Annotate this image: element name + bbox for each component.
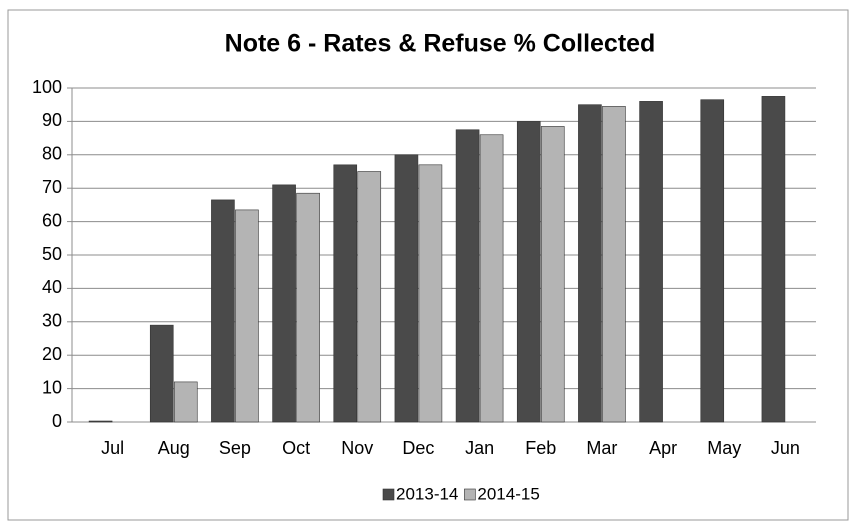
x-tick-label: Nov bbox=[341, 438, 373, 458]
bar bbox=[639, 101, 663, 423]
bar bbox=[235, 209, 259, 423]
bar bbox=[455, 129, 480, 423]
x-tick-label: Feb bbox=[525, 438, 556, 458]
legend-label: 2013-14 bbox=[396, 484, 458, 503]
y-tick-label: 90 bbox=[42, 110, 62, 130]
bar bbox=[516, 121, 541, 423]
x-tick-label: Oct bbox=[282, 438, 310, 458]
y-tick-label: 30 bbox=[42, 311, 62, 331]
bar bbox=[173, 381, 198, 423]
bar bbox=[296, 192, 320, 423]
bar bbox=[418, 164, 443, 423]
legend-label: 2014-15 bbox=[477, 484, 539, 503]
bar bbox=[540, 126, 565, 423]
y-tick-label: 100 bbox=[32, 77, 62, 97]
bar bbox=[149, 324, 174, 423]
x-tick-label: Jun bbox=[771, 438, 800, 458]
x-tick-label: Jan bbox=[465, 438, 494, 458]
chart-title: Note 6 - Rates & Refuse % Collected bbox=[225, 30, 656, 58]
bar bbox=[479, 134, 504, 423]
x-tick-label: Mar bbox=[586, 438, 617, 458]
y-tick-label: 10 bbox=[42, 377, 62, 397]
bar bbox=[602, 106, 626, 423]
x-tick-label: Aug bbox=[158, 438, 190, 458]
bar bbox=[357, 171, 382, 423]
y-tick-label: 80 bbox=[42, 144, 62, 164]
bar bbox=[394, 154, 419, 423]
x-tick-label: Sep bbox=[219, 438, 251, 458]
legend-swatch bbox=[464, 488, 476, 501]
bar bbox=[333, 164, 358, 423]
bar bbox=[578, 104, 602, 423]
y-tick-label: 60 bbox=[42, 210, 62, 230]
y-tick-label: 50 bbox=[42, 244, 62, 264]
bar bbox=[272, 184, 296, 423]
y-tick-label: 0 bbox=[52, 411, 62, 431]
x-tick-label: Dec bbox=[402, 438, 434, 458]
bar bbox=[761, 96, 786, 423]
y-tick-label: 70 bbox=[42, 177, 62, 197]
bar bbox=[88, 420, 113, 423]
y-tick-label: 40 bbox=[42, 277, 62, 297]
bar bbox=[700, 99, 725, 423]
x-tick-label: May bbox=[707, 438, 741, 458]
y-tick-label: 20 bbox=[42, 344, 62, 364]
legend-swatch bbox=[382, 488, 395, 501]
x-tick-label: Apr bbox=[649, 438, 677, 458]
x-tick-label: Jul bbox=[101, 438, 124, 458]
bar bbox=[211, 199, 235, 423]
